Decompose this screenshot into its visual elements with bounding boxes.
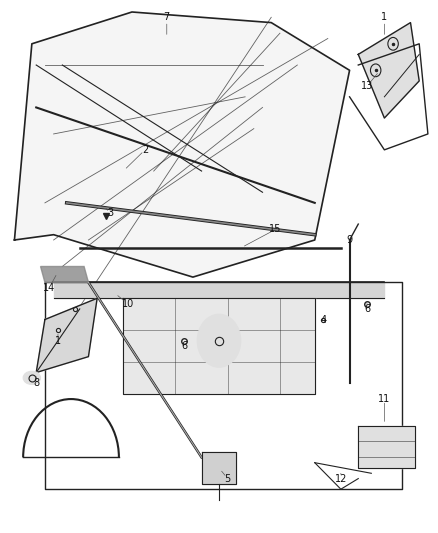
- Polygon shape: [14, 12, 350, 277]
- Polygon shape: [36, 298, 97, 373]
- Polygon shape: [123, 298, 315, 394]
- Text: 5: 5: [225, 474, 231, 483]
- Polygon shape: [358, 425, 415, 468]
- Text: 13: 13: [361, 81, 373, 91]
- Text: 11: 11: [378, 394, 391, 404]
- Text: 10: 10: [121, 298, 134, 309]
- Text: 12: 12: [335, 474, 347, 483]
- Polygon shape: [41, 266, 88, 282]
- Circle shape: [197, 314, 241, 367]
- Polygon shape: [201, 452, 237, 484]
- Text: 7: 7: [164, 12, 170, 22]
- Text: 6: 6: [181, 341, 187, 351]
- Text: 2: 2: [142, 145, 148, 155]
- Polygon shape: [358, 22, 419, 118]
- Text: 6: 6: [364, 304, 370, 314]
- Text: 15: 15: [269, 224, 282, 235]
- Text: 14: 14: [43, 282, 55, 293]
- Text: 8: 8: [33, 378, 39, 388]
- Text: 3: 3: [107, 208, 113, 219]
- Polygon shape: [53, 282, 385, 298]
- Text: 9: 9: [346, 235, 353, 245]
- Ellipse shape: [23, 371, 41, 384]
- Text: 4: 4: [320, 314, 326, 325]
- Text: 1: 1: [381, 12, 388, 22]
- Text: 1: 1: [55, 336, 61, 346]
